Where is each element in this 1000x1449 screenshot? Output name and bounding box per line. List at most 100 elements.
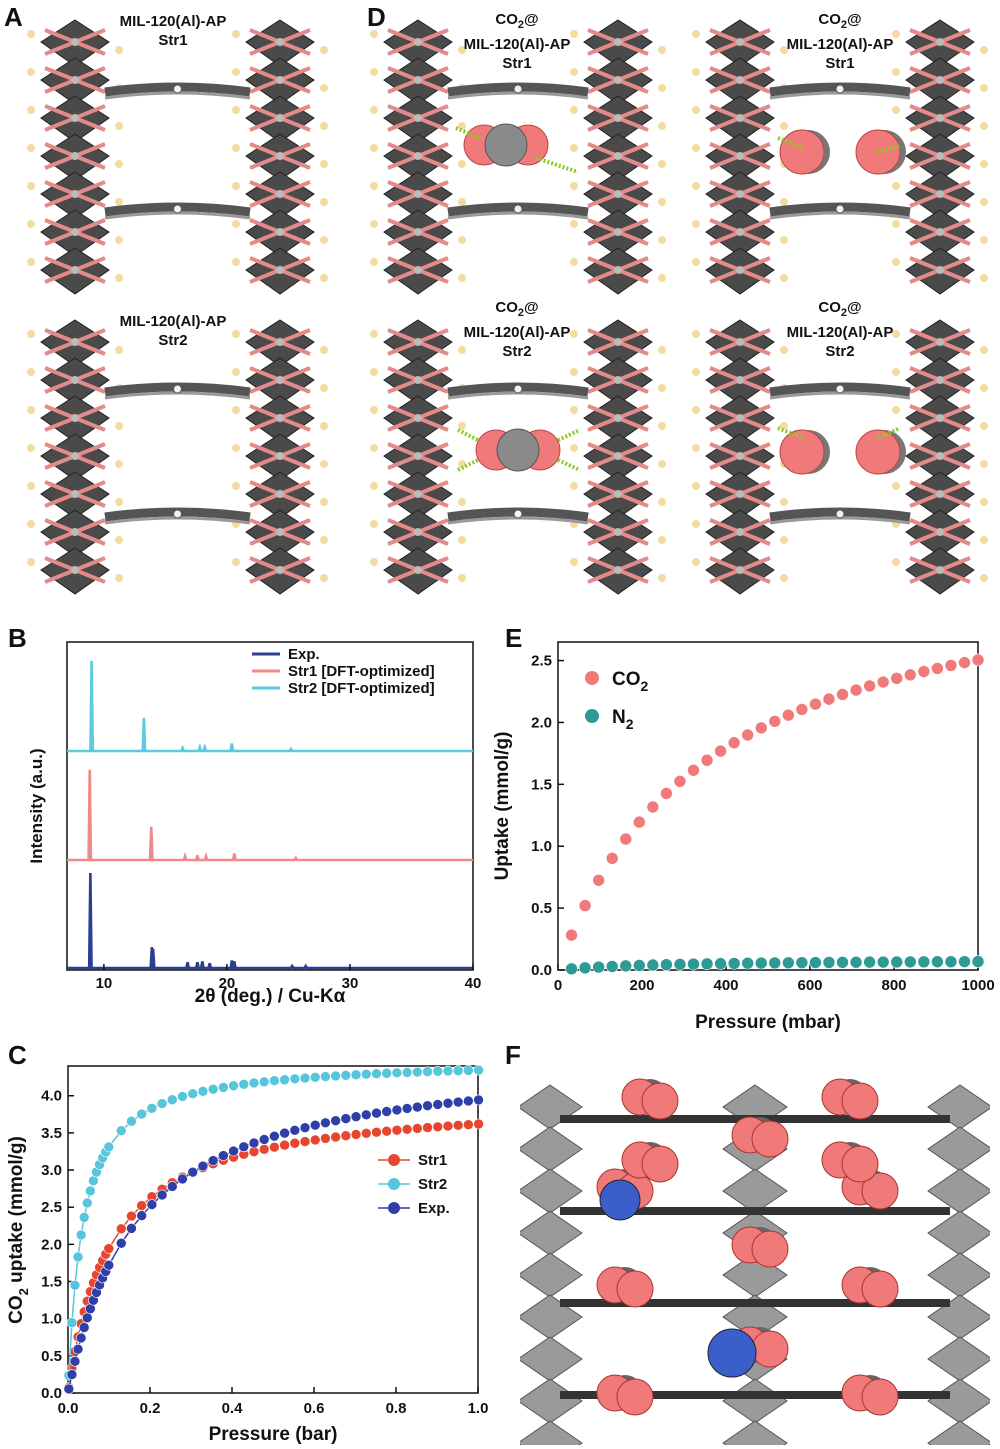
aluminium-atom [936,76,944,84]
hydrogen-atom [692,68,700,76]
hydrogen-atom [115,122,123,130]
hydrogen-atom [27,520,35,528]
aluminium-atom [736,190,744,198]
iso-point-3-23 [207,1155,219,1166]
iso-point-3-25 [228,1145,239,1157]
tick-label-e-x-400: 400 [713,977,738,994]
point-e-1-24 [876,675,890,689]
carbon-atom [496,428,540,472]
aluminium-atom [736,376,744,384]
point-e-2-30 [958,955,971,968]
aluminium-atom [414,452,422,460]
oxygen-atom [861,1270,899,1308]
linker-center [513,84,523,94]
structure-d-str2-left [370,319,666,595]
hydrogen-atom [892,182,900,190]
point-e-1-18 [795,703,809,716]
hydrogen-atom [232,144,240,152]
iso-line-2 [68,1069,479,1376]
hydrogen-atom [692,368,700,376]
chart-b-ylabel: Intensity (a.u.) [27,748,46,863]
hydrogen-atom [780,498,788,506]
hydrogen-atom [370,444,378,452]
aluminium-atom [614,228,622,236]
linker-center [835,84,845,94]
hydrogen-atom [658,422,666,430]
hydrogen-bond [877,426,901,440]
linker [560,1391,950,1399]
hydrogen-atom [370,30,378,38]
aluminium-atom [614,338,622,346]
iso-point-1-42 [401,1123,413,1135]
tick-label-b-20: 20 [219,975,236,992]
label-a-str1: MIL-120(Al)-AP Str1 [119,13,227,49]
point-e-2-4 [605,960,619,973]
iso-point-3-17 [146,1199,158,1210]
point-e-2-20 [822,956,836,969]
iso-point-3-39 [371,1107,382,1119]
label-d-str1-right: CO2@ MIL-120(Al)-AP Str1 [786,11,894,72]
tick-label-c-y-1: 1.0 [41,1311,62,1328]
hydrogen-atom [780,274,788,282]
iso-point-2-29 [269,1075,280,1087]
hydrogen-atom [27,444,35,452]
iso-point-3-14 [115,1237,127,1249]
chart-e-frame [557,641,979,971]
linker-center [835,204,845,214]
hydrogen-atom [692,182,700,190]
iso-point-3-21 [187,1166,199,1178]
aluminium-atom [936,38,944,46]
hydrogen-atom [115,236,123,244]
iso-point-1-40 [381,1125,392,1137]
iso-point-2-24 [218,1082,229,1093]
point-e-2-5 [619,959,633,973]
chart-c-isotherm: 0.0 0.2 0.4 0.6 0.8 1.0 0.0 0.5 1.0 1.5 2.0 2.5 3.0 3… [6,1064,488,1445]
framework-pillar [232,319,328,595]
iso-point-3-31 [289,1124,301,1136]
framework-pillar [570,19,666,295]
hydrogen-bond [535,156,579,174]
hydrogen-atom [27,330,35,338]
iso-point-3-34 [320,1117,331,1129]
iso-point-1-31 [289,1137,301,1149]
hydrogen-atom [658,160,666,168]
iso-point-3-30 [279,1127,290,1139]
point-e-2-26 [903,955,917,969]
aluminium-atom [614,414,622,422]
point-e-2-10 [687,957,700,971]
aluminium-atom [736,490,744,498]
aluminium-atom [414,566,422,574]
oxygen-atom [779,129,825,175]
point-e-2-11 [700,957,714,971]
point-e-1-30 [958,656,971,669]
aluminium-atom [614,566,622,574]
hydrogen-atom [320,384,328,392]
hydrogen-atom [232,330,240,338]
aluminium-atom [736,228,744,236]
hydrogen-atom [692,144,700,152]
iso-point-3-41 [391,1104,403,1116]
hydrogen-atom [27,68,35,76]
legend-c-marker-3 [388,1202,400,1214]
iso-point-2-45 [432,1066,444,1077]
aluminium-atom [614,152,622,160]
point-e-1-4 [605,852,619,865]
aluminium-atom [414,76,422,84]
pxrd-trace-1 [67,872,473,970]
aluminium-atom [936,338,944,346]
point-e-2-23 [863,955,876,969]
hydrogen-atom [658,198,666,206]
hydrogen-atom [658,536,666,544]
tick-label-b-30: 30 [342,975,359,992]
hydrogen-atom [658,84,666,92]
hydrogen-bond [457,428,479,442]
hydrogen-atom [658,460,666,468]
hydrogen-atom [320,46,328,54]
structure-d-str1-right [692,19,988,295]
point-e-1-22 [849,683,863,697]
hydrogen-atom [27,220,35,228]
hydrogen-atom [692,330,700,338]
octahedron [520,1420,583,1445]
point-e-1-3 [592,873,605,887]
hydrogen-atom [892,30,900,38]
